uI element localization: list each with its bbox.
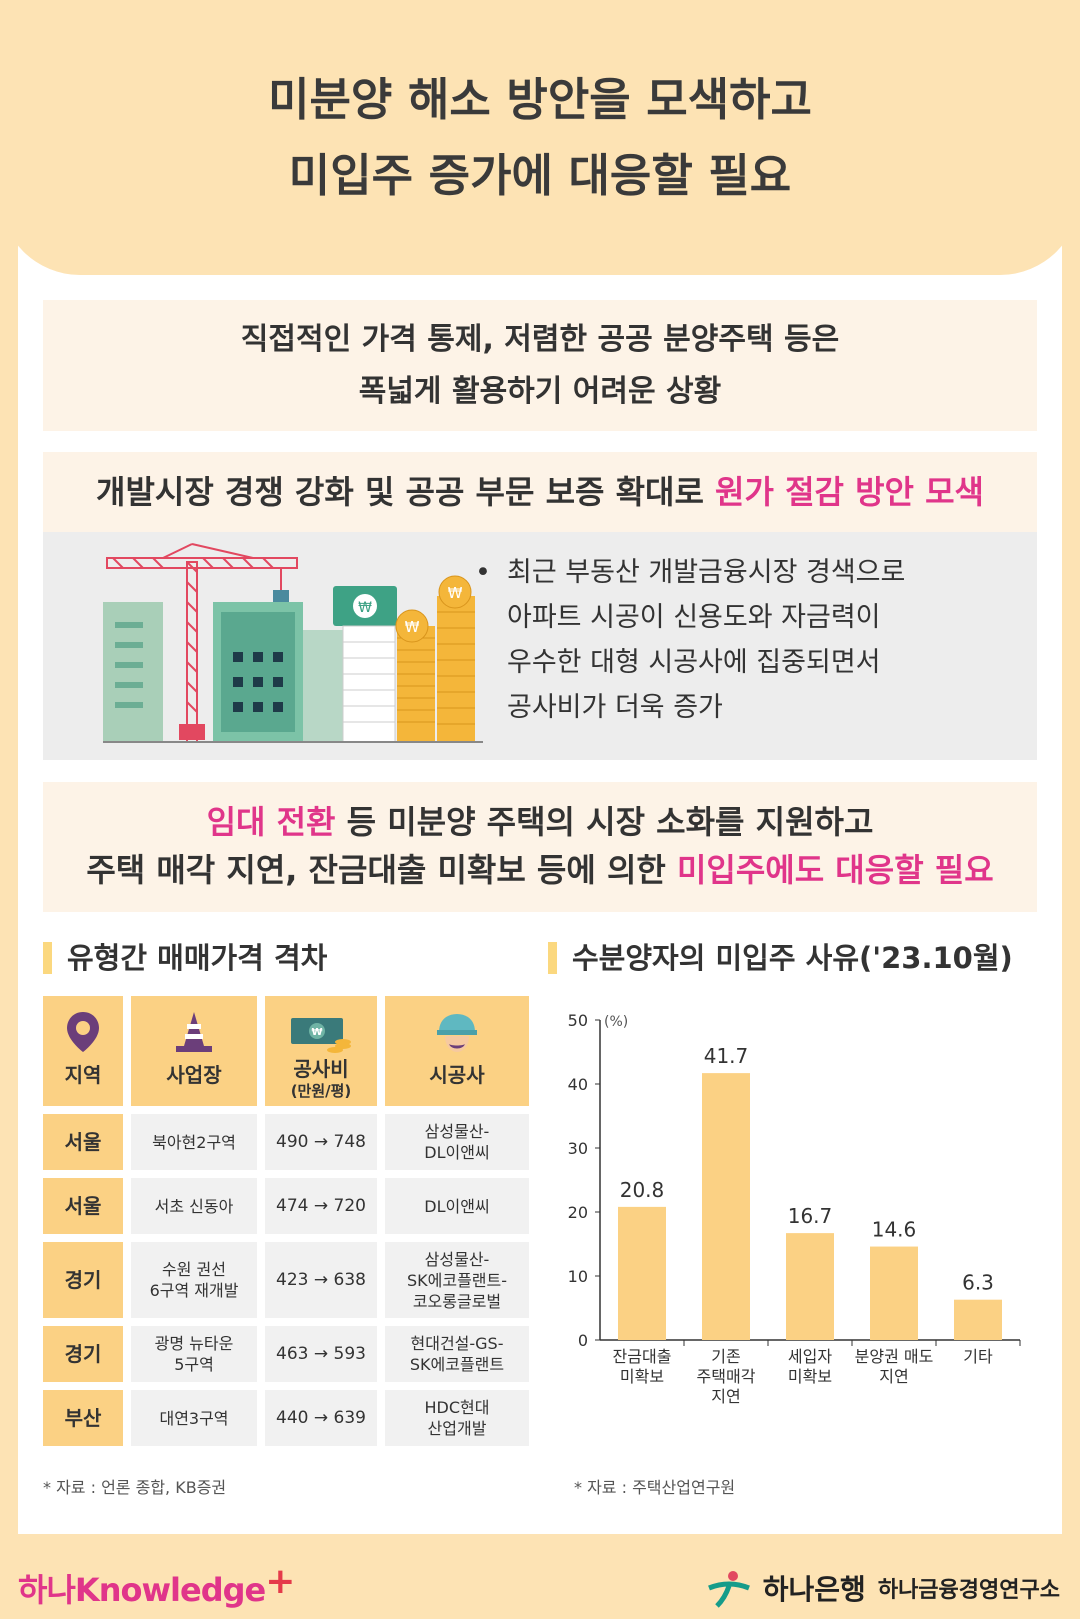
x-tick-label: 분양권 매도 지연 [855, 1347, 934, 1386]
bar [786, 1233, 834, 1340]
bar-value-label: 16.7 [788, 1204, 833, 1228]
table-cell-region: 서울 [43, 1178, 123, 1234]
bar-value-label: 20.8 [620, 1178, 665, 1202]
table-cell-region: 경기 [43, 1242, 123, 1318]
table-cell-cost: 440 → 639 [265, 1390, 377, 1446]
header-site: 사업장 [131, 996, 257, 1106]
crane-icon [106, 543, 298, 743]
bullet-text: • 최근 부동산 개발금융시장 경색으로 아파트 시공이 신용도와 자금력이 우… [475, 557, 906, 723]
x-tick-label: 기타 [963, 1347, 993, 1366]
bar [870, 1246, 918, 1340]
illustration-section: ₩ ₩ ₩ • 최근 부동산 개발금융시장 경색으로 아파트 시공이 신용도와 … [43, 532, 1037, 760]
table-cell-site: 수원 권선 6구역 재개발 [131, 1242, 257, 1318]
y-tick-label: 30 [568, 1139, 588, 1158]
table-cell-site: 서초 신동아 [131, 1178, 257, 1234]
x-tick-label: 기존 주택매각 지연 [697, 1347, 756, 1406]
bar [618, 1206, 666, 1340]
table-cell-builder: 삼성물산- DL이앤씨 [385, 1114, 529, 1170]
table-cell-region: 경기 [43, 1326, 123, 1382]
footer-brand: 하나은행 하나금융경영연구소 [707, 1568, 1060, 1608]
bar-value-label: 41.7 [704, 1044, 749, 1068]
hana-bank-logo-icon [707, 1571, 750, 1608]
table-cell-builder: DL이앤씨 [385, 1178, 529, 1234]
y-tick-label: 50 [568, 1011, 588, 1030]
table-cell-region: 부산 [43, 1390, 123, 1446]
section-title-left: 유형간 매매가격 격차 [43, 940, 327, 976]
table-cell-site: 북아현2구역 [131, 1114, 257, 1170]
cash-icon: ₩ [291, 1018, 351, 1053]
conclusion-box: 임대 전환 등 미분양 주택의 시장 소화를 지원하고 주택 매각 지연, 잔금… [43, 782, 1037, 912]
hana-knowledge-logo: 하나Knowledge+ [18, 1561, 295, 1609]
header-region: 지역 [43, 996, 123, 1106]
x-tick-label: 세입자 미확보 [788, 1347, 832, 1386]
location-pin-icon [67, 1012, 99, 1052]
page-title-text: 미분양 해소 방안을 모색하고 미입주 증가에 대응할 필요 [268, 73, 812, 202]
y-tick-label: 0 [578, 1331, 588, 1350]
table-cell-builder: 삼성물산- SK에코플랜트- 코오롱글로벌 [385, 1242, 529, 1318]
bar [954, 1299, 1002, 1340]
table-cell-site: 광명 뉴타운 5구역 [131, 1326, 257, 1382]
summary-box: 직접적인 가격 통제, 저렴한 공공 분양주택 등은 폭넓게 활용하기 어려운 … [43, 300, 1037, 431]
bar-value-label: 14.6 [872, 1218, 917, 1242]
bank-name: 하나은행 [762, 1573, 866, 1606]
table-cell-cost: 474 → 720 [265, 1178, 377, 1234]
construction-illustration: ₩ ₩ ₩ [103, 543, 483, 743]
y-tick-label: 20 [568, 1203, 588, 1222]
table-cell-cost: 423 → 638 [265, 1242, 377, 1318]
x-tick-label: 잔금대출 미확보 [613, 1347, 672, 1386]
table-cell-cost: 490 → 748 [265, 1114, 377, 1170]
svg-text:₩: ₩ [405, 618, 420, 636]
header-builder: 시공사 [385, 996, 529, 1106]
svg-text:₩: ₩ [448, 584, 463, 602]
header-cost: ₩ 공사비 (만원/평) [265, 996, 377, 1106]
table-cell-region: 서울 [43, 1114, 123, 1170]
headline-box: 개발시장 경쟁 강화 및 공공 부문 보증 확대로 원가 절감 방안 모색 [43, 452, 1037, 532]
y-axis-label: (%) [604, 1014, 628, 1030]
table-cell-cost: 463 → 593 [265, 1326, 377, 1382]
institute-name: 하나금융경영연구소 [877, 1578, 1060, 1603]
svg-text:₩: ₩ [358, 600, 372, 616]
y-tick-label: 40 [568, 1075, 588, 1094]
table-cell-site: 대연3구역 [131, 1390, 257, 1446]
money-icon: ₩ ₩ ₩ [333, 575, 475, 743]
traffic-cone-icon [176, 1012, 212, 1052]
hardhat-worker-icon [437, 1014, 477, 1052]
section-title-right: 수분양자의 미입주 사유('23.10월) [548, 940, 1013, 976]
y-tick-label: 10 [568, 1267, 588, 1286]
svg-text:₩: ₩ [311, 1027, 322, 1038]
table-cell-builder: HDC현대 산업개발 [385, 1390, 529, 1446]
bar [702, 1073, 750, 1340]
bar-value-label: 6.3 [962, 1271, 994, 1295]
bar-chart: 0 10 20 30 40 50 (%) 잔금대출 미확보 기존 주택매각 지연 세입자 미확보 분양권 매… [568, 1011, 1021, 1406]
left-source-note: * 자료 : 언론 종합, KB증권 [43, 1478, 227, 1497]
right-source-note: * 자료 : 주택산업연구원 [574, 1478, 736, 1497]
table-cell-builder: 현대건설-GS- SK에코플랜트 [385, 1326, 529, 1382]
title-band-curve [0, 0, 1080, 275]
